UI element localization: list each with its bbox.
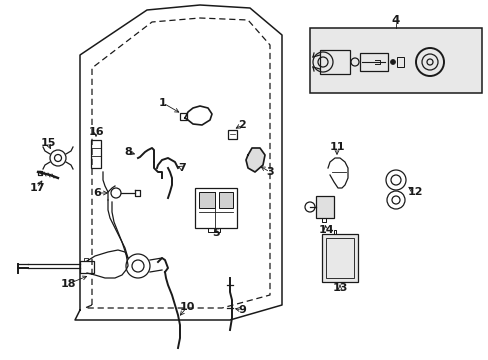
Circle shape [390,59,395,64]
Text: 5: 5 [212,228,220,238]
Text: 4: 4 [391,14,399,27]
Text: 6: 6 [93,188,101,198]
Text: 16: 16 [88,127,103,137]
Bar [321,234,357,282]
Polygon shape [245,148,264,172]
Bar [91,140,101,168]
Text: 10: 10 [179,302,194,312]
Bar [325,238,353,278]
Bar [219,192,232,208]
Text: 2: 2 [238,120,245,130]
Text: 12: 12 [407,187,422,197]
Text: 13: 13 [332,283,347,293]
Text: 17: 17 [29,183,45,193]
Text: 8: 8 [124,147,132,157]
Text: 18: 18 [60,279,76,289]
Text: 3: 3 [265,167,273,177]
Text: 14: 14 [318,225,333,235]
Bar [227,130,237,139]
Bar [195,188,237,228]
Bar [319,50,349,74]
Text: 1: 1 [159,98,166,108]
Bar [359,53,387,71]
Bar [396,57,403,67]
Text: 9: 9 [238,305,245,315]
Bar [180,113,186,120]
Bar [80,261,94,273]
Text: 11: 11 [328,142,344,152]
Bar [199,192,215,208]
Text: 7: 7 [178,163,185,173]
Bar [315,196,333,218]
Bar [309,28,481,93]
Text: 15: 15 [40,138,56,148]
